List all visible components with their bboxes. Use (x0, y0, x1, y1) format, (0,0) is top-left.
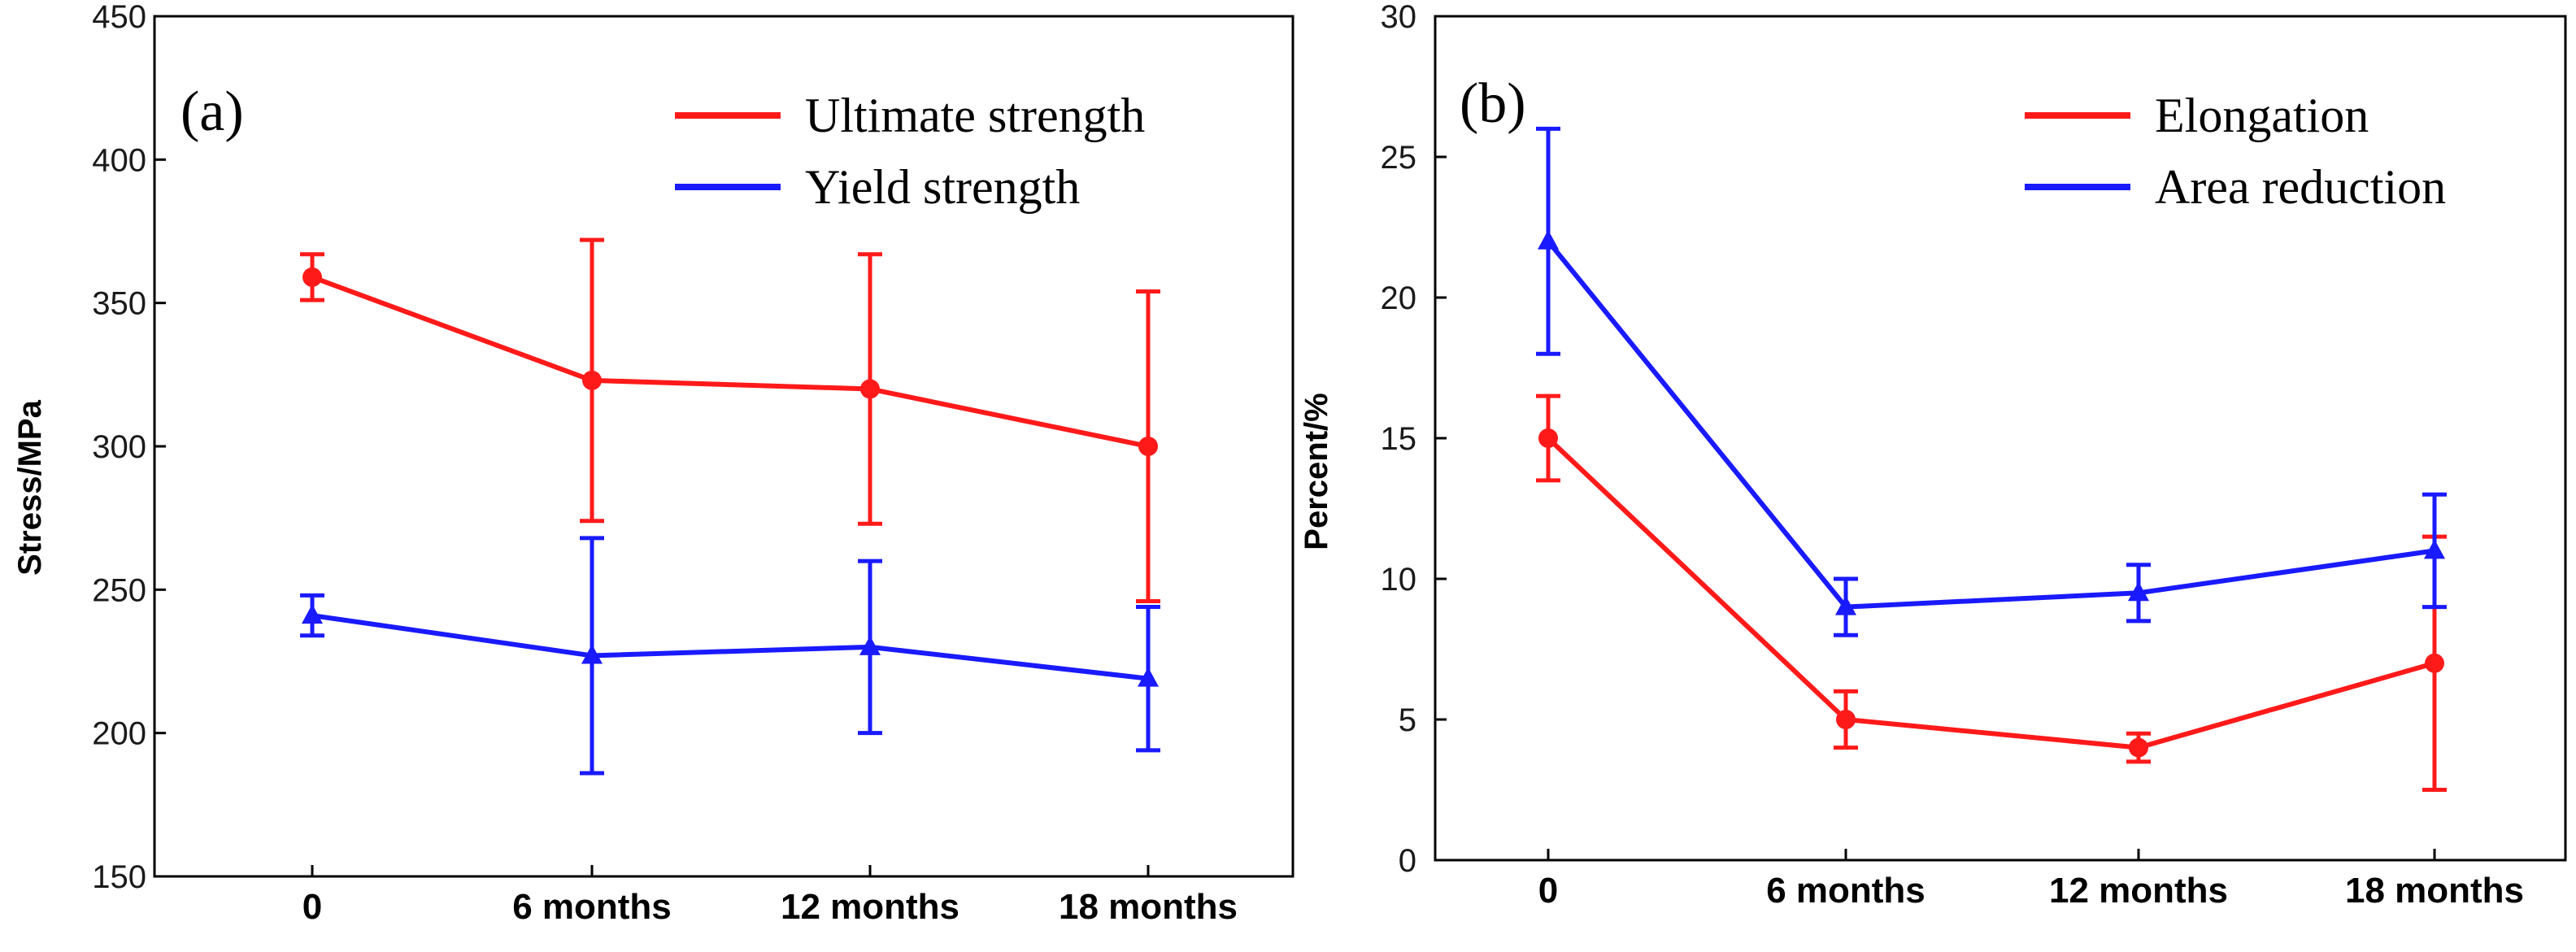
y-tick-label: 25 (1381, 140, 1417, 176)
legend-label-yield-strength: Yield strength (805, 160, 1080, 214)
data-point-elongation (2425, 653, 2444, 673)
y-tick-label: 200 (92, 716, 146, 752)
data-point-area-reduction (1835, 595, 1856, 615)
panel-a-plot-frame (153, 15, 1295, 878)
x-tick-label: 18 months (1059, 887, 1238, 927)
y-tick-label: 30 (1381, 0, 1417, 35)
series-line-area-reduction (1546, 239, 2435, 610)
data-point-ultimate-strength (302, 267, 322, 287)
panel-b-marks: 0 5 10 15 20 25 30 0 6 months 12 months 18 months (1381, 0, 2525, 911)
panel-a-legend: Ultimate strength Yield strength (675, 89, 1145, 214)
y-tick-label: 0 (1399, 843, 1416, 879)
y-tick-label: 400 (92, 142, 146, 178)
data-point-elongation (2129, 737, 2148, 758)
legend-label-ultimate-strength: Ultimate strength (805, 89, 1145, 142)
data-point-yield-strength (1138, 667, 1159, 687)
data-point-yield-strength (302, 604, 323, 624)
panel-a-marks: 150 200 250 300 350 400 450 0 6 months 12 months 1… (92, 0, 1238, 927)
data-point-ultimate-strength (582, 370, 602, 390)
data-point-yield-strength (581, 644, 603, 664)
series-line-yield-strength (311, 613, 1149, 681)
y-tick-label: 20 (1381, 280, 1417, 316)
x-tick-label: 18 months (2345, 871, 2524, 911)
legend-label-area-reduction: Area reduction (2155, 160, 2446, 214)
data-point-elongation (1836, 710, 1856, 729)
panel-a: 150 200 250 300 350 400 450 0 6 months 12 months 1… (12, 0, 1295, 927)
y-tick-label: 300 (92, 429, 146, 465)
panel-b-y-axis-title: Percent/% (1299, 393, 1334, 550)
data-point-area-reduction (2128, 581, 2149, 602)
y-tick-label: 5 (1399, 702, 1416, 738)
data-point-area-reduction (2424, 539, 2445, 559)
panel-b-label: (b) (1460, 72, 1526, 135)
y-tick-label: 350 (92, 286, 146, 322)
data-point-ultimate-strength (1138, 437, 1158, 456)
series-line-ultimate-strength (311, 275, 1149, 449)
y-tick-label: 250 (92, 572, 146, 608)
data-point-area-reduction (1538, 229, 1559, 250)
y-tick-label: 15 (1381, 421, 1417, 457)
data-point-elongation (1538, 428, 1558, 448)
series-line-elongation (1546, 436, 2435, 750)
y-tick-label: 150 (92, 859, 146, 895)
data-point-ultimate-strength (860, 379, 880, 399)
panel-b-plot-frame (1434, 15, 2567, 862)
x-tick-label: 6 months (1766, 871, 1925, 911)
panel-b-legend: Elongation Area reduction (2025, 89, 2446, 214)
x-tick-label: 12 months (781, 887, 959, 927)
y-tick-label: 450 (92, 0, 146, 35)
data-point-yield-strength (859, 635, 881, 655)
panel-a-y-axis-title: Stress/MPa (12, 399, 48, 575)
x-tick-label: 0 (1538, 871, 1558, 911)
legend-label-elongation: Elongation (2155, 89, 2369, 142)
y-tick-label: 10 (1381, 562, 1417, 598)
panel-a-label: (a) (181, 80, 244, 143)
x-tick-label: 12 months (2049, 871, 2228, 911)
x-tick-label: 6 months (512, 887, 672, 927)
x-tick-label: 0 (302, 887, 322, 927)
